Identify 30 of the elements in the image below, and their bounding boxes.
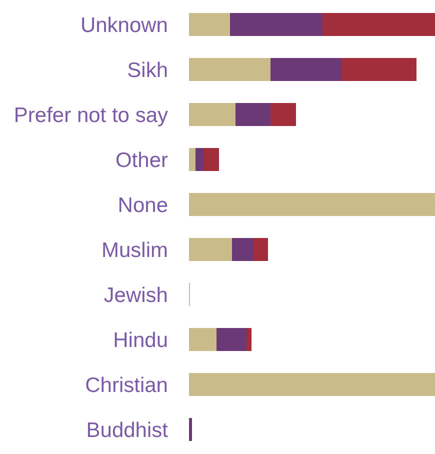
bar [246,328,252,352]
bar [253,238,268,262]
y-tick-label: Jewish [104,284,168,307]
bar [204,148,219,172]
bar [232,238,254,262]
bar [230,12,322,36]
y-tick-label: Unknown [80,14,168,37]
bar [189,102,236,126]
y-tick-label: Prefer not to say [14,104,168,127]
bar [270,58,341,82]
y-tick-label: Hindu [113,328,168,352]
bar [235,102,271,126]
y-tick-label: Christian [85,374,168,397]
bar [189,192,435,216]
bar [322,12,435,36]
y-tick-label: Muslim [102,238,168,262]
bar [189,328,217,352]
y-tick-label: Buddhist [86,418,168,442]
bar [270,102,296,126]
bar [189,12,230,36]
bar [189,58,271,82]
y-tick-label: Sikh [127,58,168,82]
bar [189,372,435,396]
y-tick-label: None [118,194,168,217]
bar [189,148,196,172]
y-tick-label: Other [115,148,168,172]
bar [189,238,232,262]
bar [216,328,246,352]
bar [340,58,416,82]
bar [196,148,204,172]
